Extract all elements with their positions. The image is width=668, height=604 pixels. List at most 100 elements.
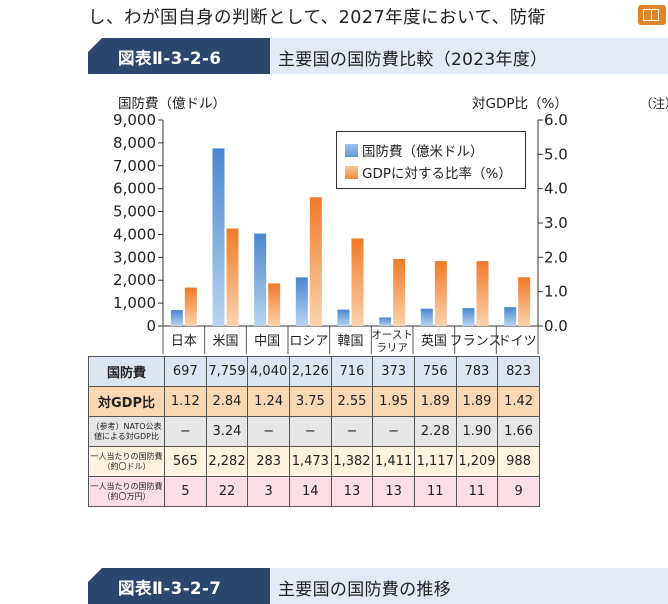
bar-defense-spending — [420, 308, 433, 326]
table-cell: 13 — [372, 476, 415, 507]
figure-header: 図表Ⅱ-3-2-6 主要国の国防費比較（2023年度） — [88, 38, 668, 74]
table-cell: 2.28 — [413, 416, 457, 447]
left-tick-label: 3,000 — [113, 248, 156, 266]
bar-defense-spending — [170, 310, 183, 326]
table-cell: 9 — [497, 476, 540, 507]
right-tick-label: 5.0 — [544, 145, 568, 163]
legend-swatch-blue — [345, 144, 358, 157]
table-cell: 7,759 — [205, 356, 249, 387]
bar-gdp-ratio — [351, 238, 364, 326]
category-label: ラリア — [376, 342, 408, 354]
bar-gdp-ratio — [518, 277, 531, 326]
category-label: 英国 — [421, 334, 447, 349]
left-tick-label: 7,000 — [113, 157, 156, 175]
table-cell: − — [164, 416, 207, 447]
book-icon — [638, 5, 666, 25]
right-tick-label: 2.0 — [544, 248, 568, 266]
category-label: 米国 — [212, 334, 238, 349]
table-cell: 1,117 — [413, 446, 457, 477]
bar-gdp-ratio — [476, 261, 489, 326]
left-tick-label: 9,000 — [113, 111, 156, 129]
chart-legend: 国防費（億米ドル） GDPに対する比率（%） — [336, 131, 526, 189]
left-tick-label: 8,000 — [113, 134, 156, 152]
figure-number: 図表Ⅱ-3-2-6 — [118, 49, 222, 68]
table-cell: 22 — [205, 476, 249, 507]
table-cell: 1.95 — [372, 386, 415, 417]
table-cell: − — [330, 416, 374, 447]
legend-item-defense: 国防費（億米ドル） — [345, 140, 484, 160]
table-cell: 11 — [413, 476, 457, 507]
table-cell: 373 — [372, 356, 415, 387]
table-cell: 3.24 — [205, 416, 249, 447]
table-cell: 5 — [164, 476, 207, 507]
bar-defense-spending — [462, 308, 475, 326]
table-cell: 283 — [247, 446, 290, 477]
table-cell: 1.90 — [455, 416, 499, 447]
table-row-header: 国防費 — [88, 356, 165, 387]
table-row-header: 一人当たりの国防費（約〇万円） — [88, 476, 165, 507]
table-cell: 1.42 — [497, 386, 540, 417]
category-label: ドイツ — [498, 334, 537, 349]
note-label: （注） — [640, 96, 668, 111]
table-row: 一人当たりの国防費（約〇ドル） 565 2,282 283 1,473 1,382 1,41… — [88, 446, 540, 477]
table-cell: 14 — [288, 476, 332, 507]
chart-svg: 9,000 8,000 7,000 6,000 5,000 4,000 3,000 2,000… — [113, 111, 568, 354]
table-cell: 1,473 — [288, 446, 332, 477]
legend-item-gdp: GDPに対する比率（%） — [345, 162, 512, 182]
bar-gdp-ratio — [226, 228, 239, 326]
figure-title: 主要国の国防費比較（2023年度） — [278, 50, 548, 70]
table-row-header: （参考）NATO公表値による対GDP比 — [88, 416, 165, 447]
table-cell: − — [247, 416, 290, 447]
bar-gdp-ratio — [309, 197, 322, 326]
table-row: 国防費 697 7,759 4,040 2,126 716 373 756 783 823 — [88, 356, 540, 387]
figure-header-next: 図表Ⅱ-3-2-7 主要国の国防費の推移 — [88, 568, 668, 604]
table-cell: − — [372, 416, 415, 447]
table-cell: 3.75 — [288, 386, 332, 417]
left-tick-label: 4,000 — [113, 225, 156, 243]
table-cell: 697 — [164, 356, 207, 387]
table-cell: 2.55 — [330, 386, 374, 417]
bar-gdp-ratio — [434, 261, 447, 326]
table-cell: 1.12 — [164, 386, 207, 417]
table-row: 一人当たりの国防費（約〇万円） 5 22 3 14 13 13 11 11 9 — [88, 476, 540, 507]
table-cell: 756 — [413, 356, 457, 387]
table-cell: 1,411 — [372, 446, 415, 477]
bar-defense-spending — [379, 317, 392, 326]
bar-defense-spending — [254, 233, 267, 326]
table-cell: 1.24 — [247, 386, 290, 417]
bar-defense-spending — [337, 309, 350, 326]
bar-gdp-ratio — [184, 287, 197, 326]
category-label: 日本 — [171, 334, 197, 349]
category-label: フランス — [450, 334, 502, 349]
data-table: 国防費 697 7,759 4,040 2,126 716 373 756 783 823 対GDP… — [88, 356, 540, 507]
table-row: （参考）NATO公表値による対GDP比 −3.24− − − −2.28 1.90 1.66 — [88, 416, 540, 447]
table-row-header: 対GDP比 — [88, 386, 165, 417]
category-label: ロシア — [289, 334, 328, 349]
left-tick-label: 1,000 — [113, 294, 156, 312]
table-cell: 2,126 — [288, 356, 332, 387]
legend-label: 国防費（億米ドル） — [362, 144, 484, 160]
category-label: 韓国 — [337, 334, 363, 349]
right-tick-label: 0.0 — [544, 317, 568, 335]
figure-number: 図表Ⅱ-3-2-7 — [118, 579, 222, 598]
left-tick-label: 5,000 — [113, 203, 156, 221]
left-tick-label: 0 — [146, 317, 156, 335]
table-cell: 1.89 — [455, 386, 499, 417]
category-label: 中国 — [254, 334, 280, 349]
left-tick-label: 2,000 — [113, 271, 156, 289]
right-tick-label: 6.0 — [544, 111, 568, 129]
table-cell: 716 — [330, 356, 374, 387]
legend-label: GDPに対する比率（%） — [362, 166, 512, 182]
table-cell: 11 — [455, 476, 499, 507]
left-axis-title: 国防費（億ドル） — [118, 96, 226, 112]
right-tick-label: 4.0 — [544, 180, 568, 198]
table-cell: − — [288, 416, 332, 447]
bar-defense-spending — [504, 307, 517, 326]
table-cell: 4,040 — [247, 356, 290, 387]
right-tick-label: 3.0 — [544, 214, 568, 232]
table-cell: 823 — [497, 356, 540, 387]
table-cell: 1.89 — [413, 386, 457, 417]
table-cell: 13 — [330, 476, 374, 507]
table-row: 対GDP比 1.12 2.84 1.24 3.75 2.55 1.95 1.89 1.89 1.4… — [88, 386, 540, 417]
table-cell: 1,209 — [455, 446, 499, 477]
